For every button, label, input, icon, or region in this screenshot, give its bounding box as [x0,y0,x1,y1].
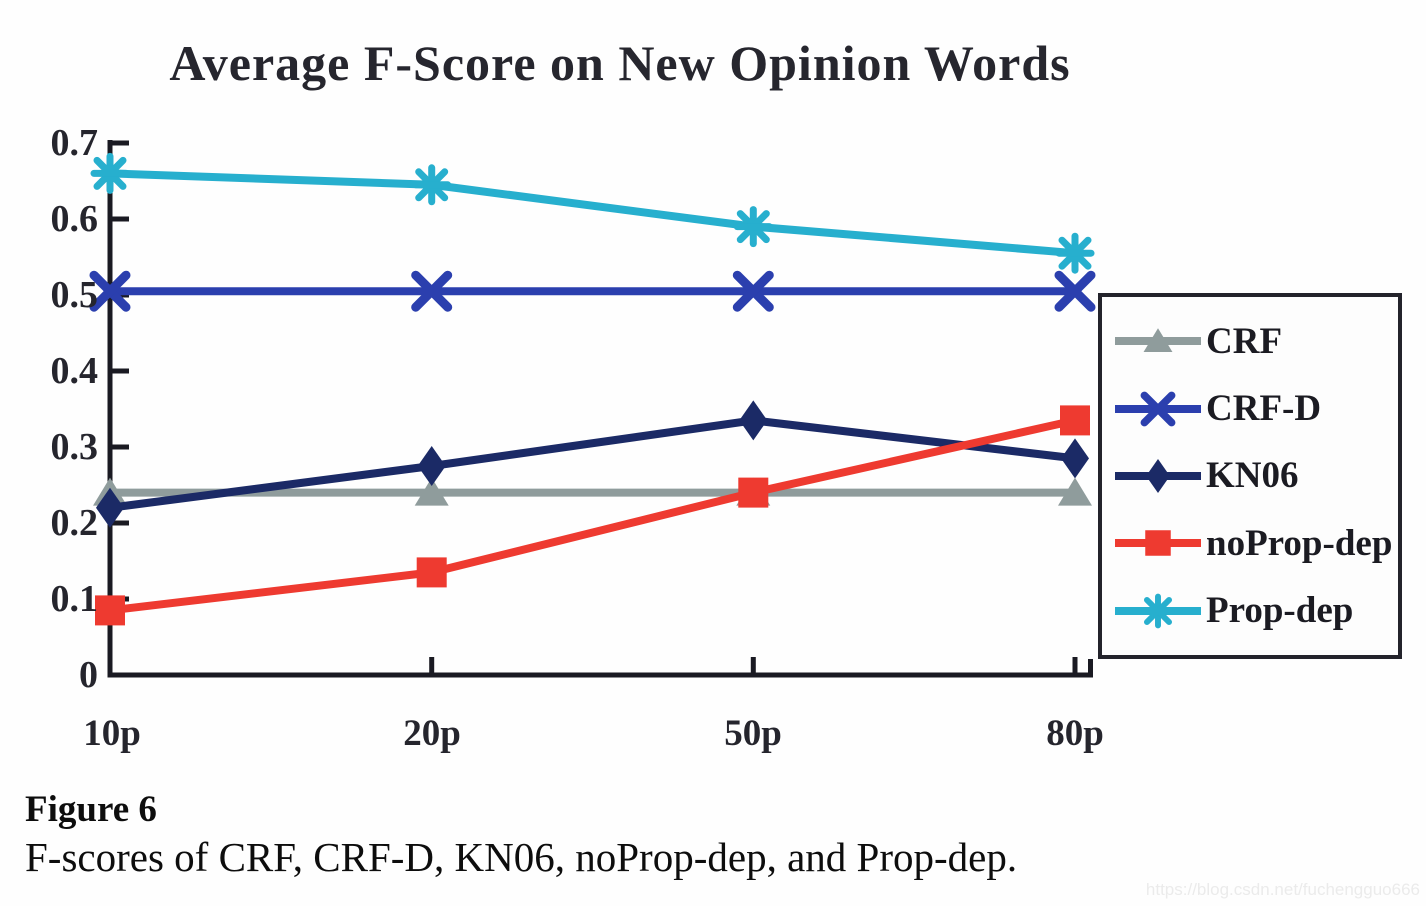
y-axis-tick-label: 0.5 [50,274,99,316]
legend-marker-x-icon [1115,391,1201,427]
figure-caption-text: F-scores of CRF, CRF-D, KN06, noProp-dep… [25,834,1018,880]
legend-marker-asterisk-icon [1115,593,1201,629]
y-axis-tick-label: 0 [79,654,98,696]
y-axis-tick-label: 0.4 [50,350,99,392]
x-axis-tick-label: 10p [83,713,141,754]
legend-item-label: CRF-D [1206,388,1322,430]
legend-item-crf: CRF [1112,318,1398,364]
legend-item-label: KN06 [1206,455,1299,497]
watermark: https://blog.csdn.net/fuchengguo666 [1145,880,1420,899]
legend-item-crf-d: CRF-D [1112,386,1398,432]
y-axis-tick-label: 0.7 [50,122,99,164]
figure-caption-block: Figure 6 F-scores of CRF, CRF-D, KN06, n… [25,788,1017,881]
legend: CRF CRF-D KN06 noProp-dep Prop-dep [1098,293,1402,659]
legend-item-noprop-dep: noProp-dep [1112,520,1398,566]
legend-item-kn06: KN06 [1112,453,1398,499]
x-axis-tick-label: 50p [724,713,782,754]
legend-item-label: Prop-dep [1206,590,1354,632]
legend-item-label: noProp-dep [1206,522,1393,564]
figure-label: Figure 6 [25,789,157,830]
legend-marker-square-icon [1115,530,1201,557]
y-axis-tick-label: 0.6 [50,198,99,240]
legend-marker-diamond-icon [1115,458,1201,493]
y-axis-tick-label: 0.3 [50,426,99,468]
x-axis-tick-label: 80p [1046,713,1104,754]
y-axis-tick-label: 0.2 [50,502,99,544]
legend-item-prop-dep: Prop-dep [1112,588,1398,634]
legend-marker-triangle-icon [1115,328,1201,353]
legend-item-label: CRF [1206,320,1283,362]
x-axis-tick-label: 20p [403,713,461,754]
chart-title: Average F-Score on New Opinion Words [169,35,1071,91]
y-axis-tick-label: 0.1 [50,578,99,620]
